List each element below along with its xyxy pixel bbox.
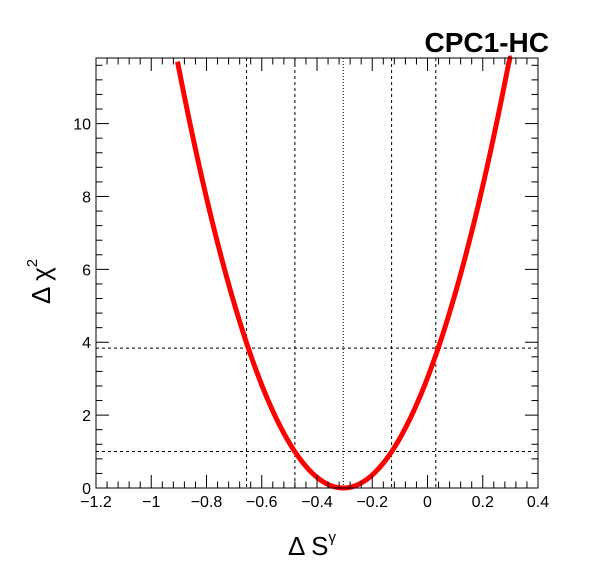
x-tick-label: −1 <box>142 494 160 511</box>
x-tick-label: 0 <box>423 494 432 511</box>
chi2-curve <box>175 55 513 491</box>
chart-title: CPC1-HC <box>425 27 549 58</box>
x-tick-label: −0.8 <box>191 494 223 511</box>
tick-labels: −1.2 −1 −0.8 −0.6 −0.4 −0.2 0 0.2 0.4 0 2 4 6 8 10 <box>73 117 549 511</box>
x-tick-label: 0.4 <box>527 494 549 511</box>
y-axis-title: Δ χ2 <box>24 259 56 304</box>
y-tick-label: 10 <box>73 117 91 134</box>
x-tick-label: −0.6 <box>246 494 278 511</box>
y-tick-label: 2 <box>82 408 91 425</box>
y-axis-title-main: Δ χ <box>26 267 56 304</box>
x-tick-label: −0.2 <box>356 494 388 511</box>
plot-frame <box>95 57 539 489</box>
x-axis-title-main: Δ S <box>288 531 329 561</box>
x-axis-title-sup: γ <box>329 529 337 546</box>
y-tick-label: 6 <box>82 262 91 279</box>
x-axis-title: Δ Sγ <box>288 529 337 561</box>
y-tick-label: 8 <box>82 189 91 206</box>
y-axis-title-sup: 2 <box>24 259 41 267</box>
axis-ticks <box>95 58 539 489</box>
x-tick-label: −1.2 <box>80 494 112 511</box>
y-tick-label: 0 <box>82 481 91 498</box>
chi2-curve-layer <box>175 55 513 491</box>
x-tick-label: 0.2 <box>472 494 494 511</box>
reference-lines <box>96 58 538 488</box>
x-tick-label: −0.4 <box>301 494 333 511</box>
y-tick-label: 4 <box>82 335 91 352</box>
